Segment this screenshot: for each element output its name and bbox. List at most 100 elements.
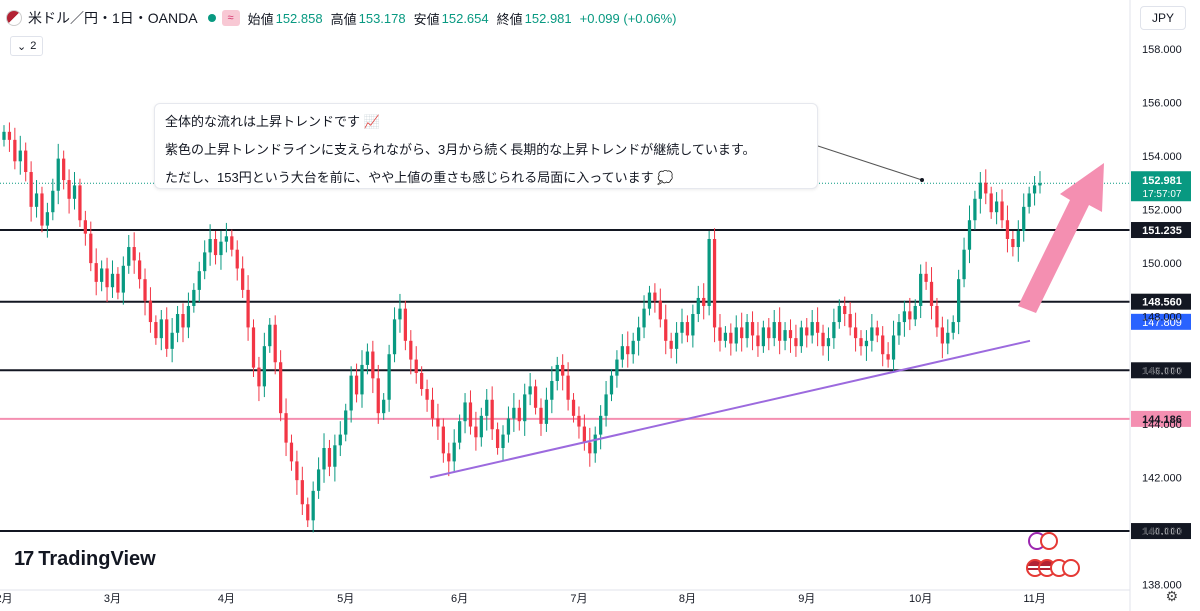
blue-price-label: 147.809 [1142,317,1182,329]
candle-body [192,289,196,306]
candle-body [593,434,597,454]
candle-body [197,271,201,290]
indicator-count: 2 [30,40,37,52]
candle-body [289,442,294,462]
x-tick-label: 6月 [451,593,468,605]
candle-body [881,335,885,355]
candle-body [116,273,120,293]
tv-logo-icon: 17 [14,548,34,570]
candle-body [479,415,483,438]
candle-body [338,434,342,446]
open-value: 152.858 [275,10,323,26]
candle-body [333,445,337,467]
candle-body [72,185,77,199]
candle-body [794,338,798,347]
candle-body [186,305,191,328]
candle-body [620,346,624,360]
candle-body [913,305,917,320]
candle-body [837,305,841,323]
candle-body [208,238,212,253]
candle-body [365,351,370,365]
candle-body [989,193,993,213]
candle-body [815,322,820,333]
candle-body [354,375,359,395]
y-tick-label: 144.000 [1142,419,1182,431]
low-label: 安値 [413,11,440,27]
candle-body [501,434,505,448]
uptrend-arrow [1018,163,1104,313]
candle-body [908,311,912,320]
y-tick-label: 150.000 [1142,258,1182,270]
candle-body [436,418,440,427]
level-label: 144.186 [1142,414,1182,426]
candle-body [251,327,256,368]
annotation-note[interactable]: 全体的な流れは上昇トレンドです 📈 紫色の上昇トレンドラインに支えられながら、3… [154,103,818,189]
candle-body [219,241,223,256]
level-label-bg [1131,410,1191,427]
candle-body [647,292,652,309]
candle-body [609,375,614,395]
candle-body [474,426,478,438]
currency-selector[interactable]: JPY [1140,6,1186,30]
candle-body [994,201,999,213]
candle-body [447,453,451,462]
candle-body [181,314,185,328]
y-tick-label: 140.000 [1142,526,1182,538]
candle-body [658,300,662,320]
candle-body [599,415,603,435]
candle-body [566,375,570,400]
candle-body [772,322,776,339]
candle-body [734,327,738,344]
candle-body [1016,230,1020,248]
wave-icon[interactable]: ≈ [221,10,240,26]
candle-body [718,327,722,341]
candle-body [843,305,847,315]
candle-body [295,461,299,481]
symbol-title[interactable]: 米ドル／円・1日・OANDA [28,10,198,26]
y-tick-label: 148.000 [1142,312,1182,324]
candle-body [316,469,321,491]
candle-body [696,297,700,315]
candle-body [919,273,923,306]
x-tick-label: 11月 [1023,593,1045,605]
candle-body [425,389,429,400]
candle-body [18,150,22,162]
candle-body [490,399,494,430]
candle-body [897,322,901,336]
candle-body [452,442,456,462]
level-label: 151.235 [1142,225,1182,237]
candle-body [1005,220,1010,239]
candle-body [349,375,353,411]
candle-body [685,322,690,336]
event-icon[interactable] [1040,532,1058,550]
candle-body [387,354,391,400]
candle-body [83,220,87,234]
market-status-icon [207,14,216,22]
candle-body [604,394,608,416]
candle-body [230,236,234,250]
note-line-1: 全体的な流れは上昇トレンドです 📈 [165,114,380,129]
candle-body [127,247,131,266]
candle-body [729,332,733,344]
indicators-toggle-button[interactable]: ⌄ 2 [10,36,44,56]
symbol-header: 米ドル／円・1日・OANDA ≈ 始値 152.858 高値 153.178 安… [6,6,677,30]
candle-body [89,233,93,264]
candle-body [51,190,55,213]
settings-gear-icon[interactable]: ⚙ [1165,588,1178,604]
candle-body [826,338,831,347]
y-tick-label: 138.000 [1142,580,1182,592]
level-label: 146.000 [1142,365,1182,377]
event-icon[interactable] [1062,559,1080,577]
candle-body [371,351,375,379]
y-tick-label: 152.000 [1142,205,1182,217]
candle-body [175,314,180,333]
note-anchor-dot [920,178,924,182]
candle-body [891,335,896,360]
candle-body [159,319,163,339]
candle-body [306,504,310,521]
candle-body [886,354,890,360]
candle-body [143,279,147,301]
candle-body [528,386,532,395]
candle-body [767,327,771,339]
